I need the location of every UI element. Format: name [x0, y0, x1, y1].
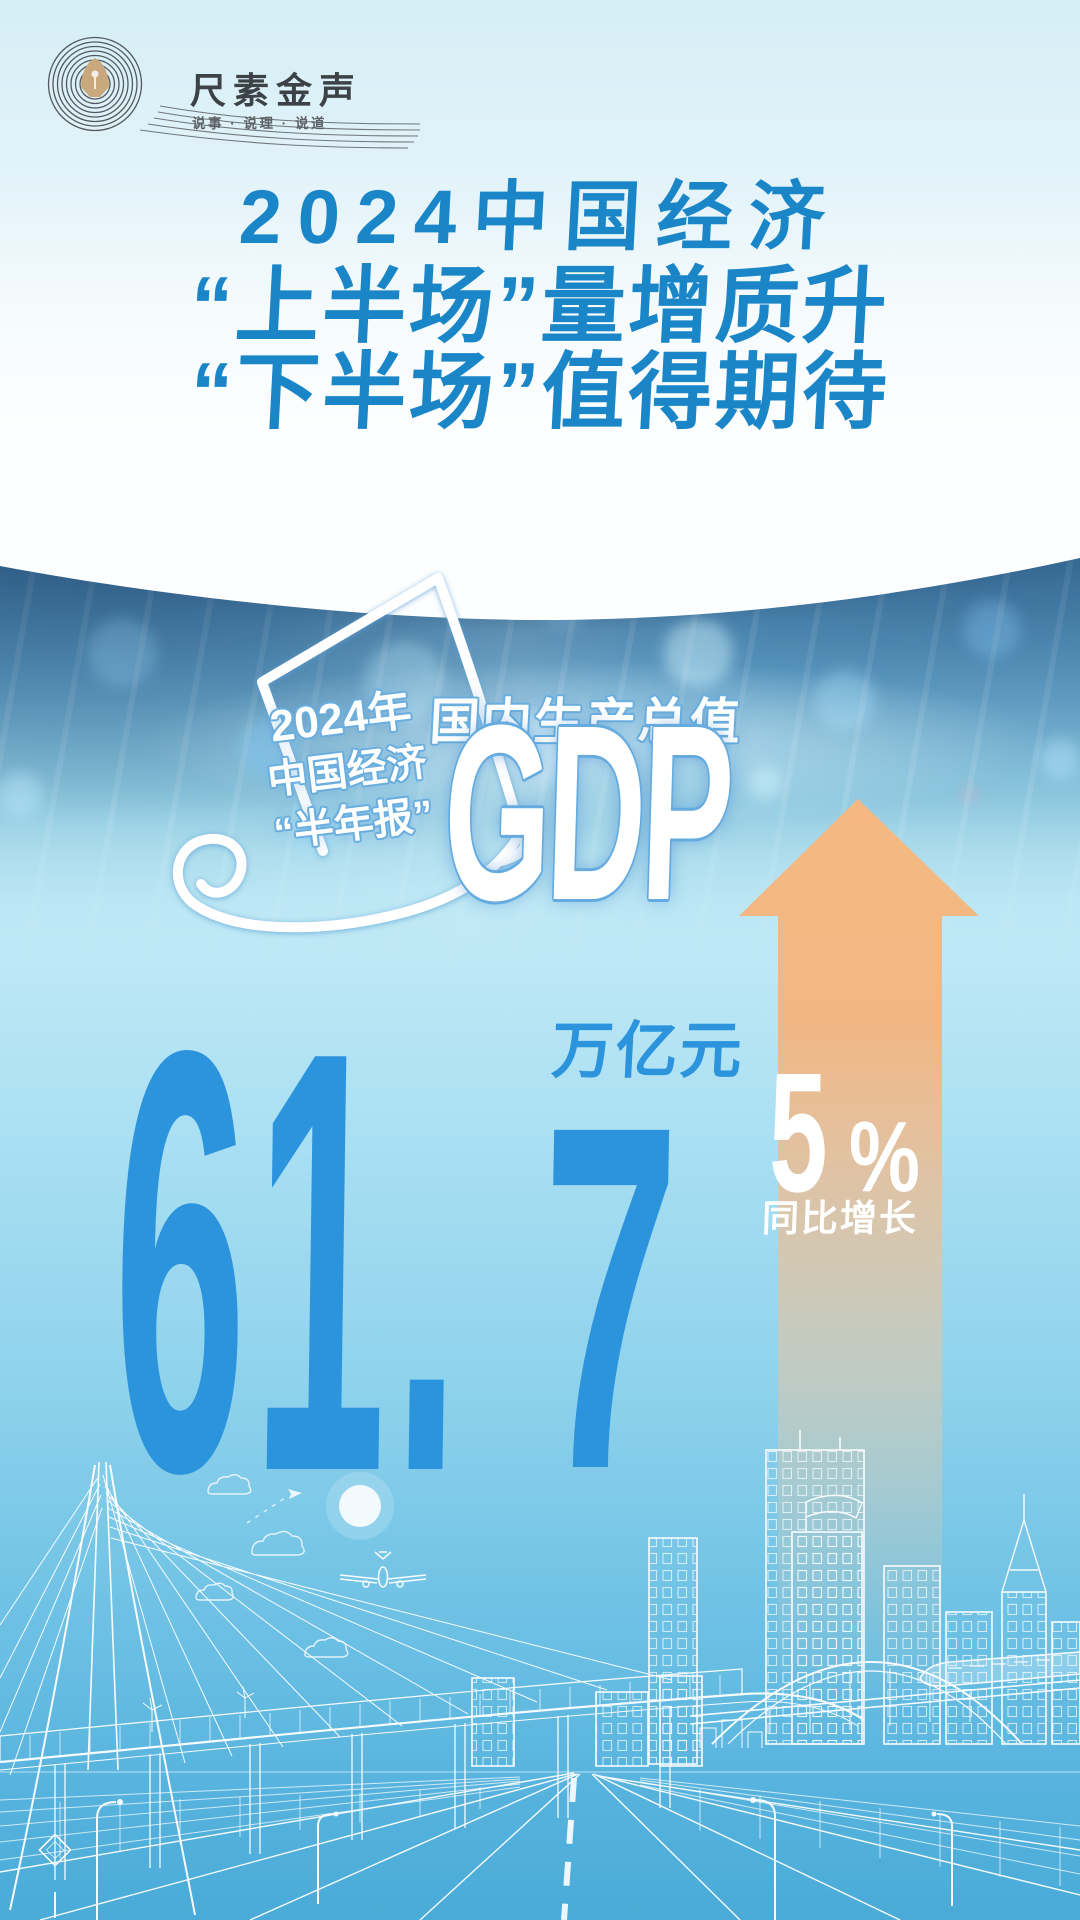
- report-scroll-icon: [172, 573, 531, 933]
- city-buildings-icon: [471, 1430, 1080, 1767]
- brand-tagline: 说事 · 说理 · 说道: [192, 116, 327, 131]
- report-badge: 2024年 中国经济 “半年报”: [258, 683, 436, 861]
- growth-number: 5: [769, 1038, 828, 1228]
- growth-label: 同比增长: [761, 1198, 919, 1239]
- percent-sign: %: [848, 1101, 920, 1213]
- poster-title-line3: “下半场”值得期待: [188, 345, 892, 439]
- brand-logo: 尺素金声 说事 · 说理 · 说道: [40, 22, 460, 152]
- arch-bridge-train-icon: [689, 1651, 1080, 1745]
- road-icon: [0, 1771, 1080, 1920]
- gdp-acronym: GDP: [440, 673, 734, 952]
- airplane-icon: [339, 1551, 427, 1588]
- brand-name: 尺素金声: [190, 70, 363, 111]
- curved-top-edge: [0, 430, 1080, 620]
- cloud-icons: [195, 1474, 349, 1658]
- pen-nib-logo-icon: [47, 36, 421, 149]
- paper-plane-trail-icon: [246, 1489, 302, 1524]
- sun-icon: [326, 1472, 394, 1540]
- road-sign-icon: [38, 1833, 72, 1918]
- poster-title-line2: “上半场”量增质升: [188, 259, 892, 353]
- growth-value: 5%: [740, 1048, 940, 1218]
- poster-title-line1: 2024中国经济: [237, 175, 843, 260]
- cable-bridge-icon: [0, 1461, 865, 1916]
- city-skyline-art: [0, 1430, 1080, 1920]
- top-background: [0, 0, 1080, 440]
